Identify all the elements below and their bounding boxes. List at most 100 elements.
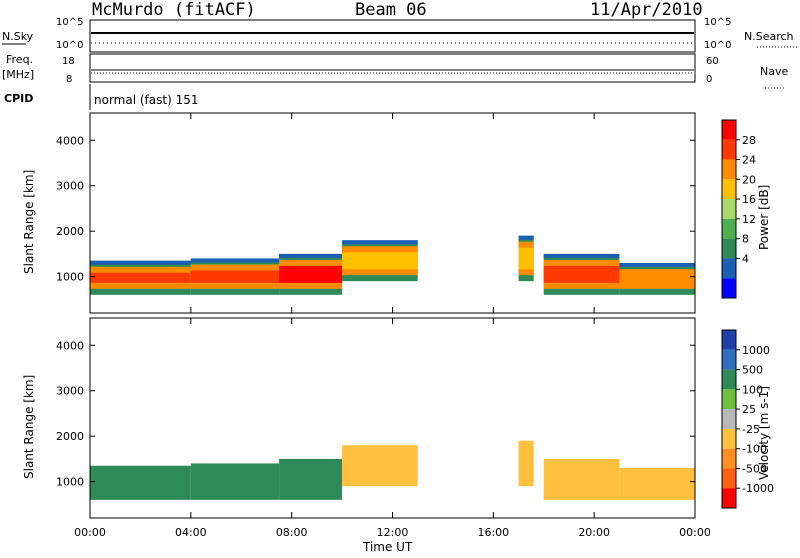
echo-region-top-edge: [90, 260, 191, 265]
station-title: McMurdo (fitACF): [92, 0, 256, 20]
nsky-label: N.Sky: [2, 30, 34, 43]
freq-label: Freq.: [6, 53, 33, 66]
colorbar-tick-label: -25: [742, 423, 760, 436]
beam-title: Beam 06: [355, 0, 427, 20]
freq-unit-label: [MHz]: [2, 68, 34, 81]
velocity-echo-field: [90, 440, 695, 500]
freq-panel: [89, 53, 696, 83]
xtick-label: 08:00: [276, 526, 308, 539]
colorbar-tick-label: 24: [742, 154, 756, 167]
nsearch-tick-bottom: 10^0: [704, 40, 731, 51]
echo-region-velocity: [543, 458, 620, 500]
ytick-label: 1000: [56, 271, 84, 284]
colorbar-swatch: [722, 428, 736, 449]
colorbar-swatch: [722, 409, 736, 429]
colorbar-swatch: [722, 488, 736, 508]
colorbar-tick-label: 500: [742, 364, 763, 377]
xtick-label: 12:00: [377, 526, 409, 539]
power-colorbar: 28 24 20 16 12 8 4: [721, 119, 756, 299]
velocity-colorbar: 1000 500 100 25 -25 -100 -500 -1000: [721, 329, 774, 509]
echo-region-core: [518, 247, 534, 270]
nave-label: Nave: [760, 65, 788, 78]
xtick-label: 00:00: [74, 526, 106, 539]
date-title: 11/Apr/2010: [590, 0, 703, 20]
ytick-label: 3000: [56, 180, 84, 193]
colorbar-tick-label: 4: [742, 252, 749, 265]
colorbar-swatch: [722, 199, 736, 219]
echo-region-core: [619, 275, 695, 283]
xtick-label: 00:00: [679, 526, 711, 539]
colorbar-swatch: [722, 369, 736, 390]
colorbar-swatch: [722, 238, 736, 259]
colorbar-tick-label: 25: [742, 403, 756, 416]
colorbar-tick-label: 28: [742, 134, 756, 147]
colorbar-tick-label: 1000: [742, 344, 770, 357]
power-colorbar-label: Power [dB]: [757, 185, 771, 250]
colorbar-tick-label: 20: [742, 173, 756, 186]
nsky-tick-bottom: 10^0: [56, 40, 83, 51]
velocity-ylabel: Slant Range [km]: [22, 375, 36, 479]
ytick-label: 2000: [56, 430, 84, 443]
cpid-label: CPID: [4, 92, 33, 105]
echo-region-core: [90, 272, 191, 283]
nsky-panel: [89, 19, 696, 53]
freq-tick-bottom: 8: [66, 74, 72, 85]
echo-region-core: [279, 265, 343, 283]
echo-region-top-edge: [619, 263, 695, 267]
colorbar-tick-label: -1000: [742, 482, 774, 495]
echo-region-velocity: [279, 458, 343, 500]
xlabel: Time UT: [362, 540, 413, 554]
axis-ticks: 4000 3000 2000 1000 4000 3000 2000 1000 00:00 04:…: [56, 113, 711, 539]
colorbar-swatch: [722, 278, 736, 298]
colorbar-swatch: [722, 258, 736, 279]
nave-tick-top: 60: [706, 56, 719, 67]
echo-region-velocity: [518, 440, 534, 487]
ytick-label: 1000: [56, 476, 84, 489]
colorbar-swatch: [722, 159, 736, 180]
nsearch-tick-top: 10^5: [704, 17, 731, 28]
echo-region-top-edge: [279, 253, 343, 258]
xtick-label: 20:00: [578, 526, 610, 539]
echo-region-top-edge: [543, 253, 620, 258]
echo-region-top-edge: [190, 258, 280, 263]
nsky-trace: [91, 32, 694, 44]
xtick-label: 16:00: [477, 526, 509, 539]
nave-tick-bottom: 0: [706, 74, 712, 85]
cpid-value: normal (fast) 151: [94, 93, 198, 107]
colorbar-tick-label: -500: [742, 462, 767, 475]
colorbar-tick-label: 8: [742, 233, 749, 246]
colorbar-tick-label: -100: [742, 443, 767, 456]
ytick-label: 3000: [56, 385, 84, 398]
power-ylabel: Slant Range [km]: [22, 170, 36, 274]
echo-region-core: [543, 265, 620, 283]
colorbar-swatch: [722, 218, 736, 239]
colorbar-tick-label: 12: [742, 213, 756, 226]
colorbar-tick-label: 100: [742, 383, 763, 396]
echo-region-core: [342, 252, 418, 270]
ytick-label: 2000: [56, 225, 84, 238]
colorbar-swatch: [722, 389, 736, 410]
echo-region-core: [190, 270, 280, 283]
colorbar-frame: [721, 119, 737, 299]
colorbar-frame: [721, 329, 737, 509]
echo-region-top-edge: [342, 240, 418, 245]
ytick-label: 4000: [56, 339, 84, 352]
velocity-colorbar-label: Velocity [m s-1]: [757, 386, 771, 480]
xtick-label: 04:00: [175, 526, 207, 539]
colorbar-swatch: [722, 468, 736, 489]
colorbar-tick-label: 16: [742, 193, 756, 206]
echo-region-top-edge: [518, 235, 534, 240]
echo-region-velocity: [342, 445, 418, 487]
ytick-label: 4000: [56, 134, 84, 147]
echo-region-velocity: [190, 463, 280, 500]
freq-tick-top: 18: [62, 56, 75, 67]
colorbar-swatch: [722, 139, 736, 160]
power-echo-field: [90, 235, 695, 295]
colorbar-swatch: [722, 179, 736, 200]
echo-region-velocity: [90, 465, 191, 500]
echo-region-velocity: [619, 468, 695, 500]
colorbar-swatch: [722, 120, 736, 140]
colorbar-swatch: [722, 330, 736, 350]
